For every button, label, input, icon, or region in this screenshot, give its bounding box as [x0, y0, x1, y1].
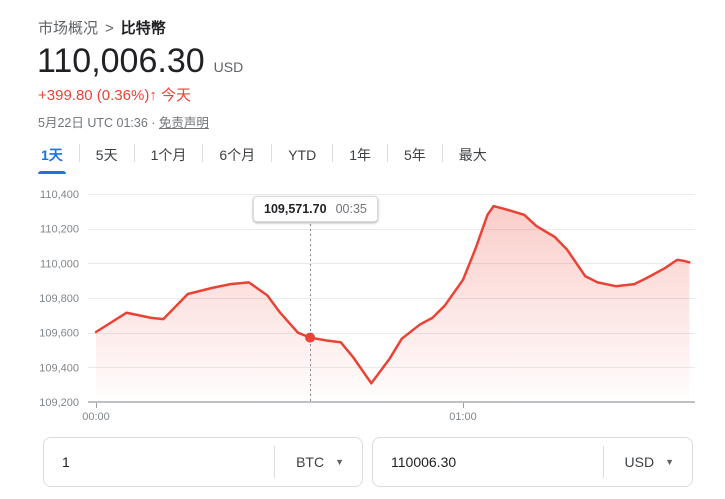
breadcrumb-current-bitcoin: 比特幣: [120, 20, 166, 37]
price-change-value: +399.80 (0.36%): [38, 87, 150, 104]
y-axis-label: 109,800: [39, 293, 79, 305]
converter-to-box: USD ▼: [372, 437, 693, 487]
converter-from-divider: [274, 446, 276, 478]
converter-to-currency-label: USD: [624, 454, 655, 470]
tab-5d[interactable]: 5天: [93, 142, 121, 174]
tab-divider: [133, 144, 135, 162]
price-area-fill: [96, 206, 690, 402]
converter-from-currency-dropdown[interactable]: BTC ▼: [275, 438, 362, 486]
tab-divider: [202, 144, 204, 162]
tab-ytd[interactable]: YTD: [285, 144, 319, 172]
quote-datetime-row: 5月22日 UTC 01:36 · 免责声明: [38, 112, 209, 131]
tab-divider: [441, 144, 443, 162]
price-currency-label: USD: [213, 59, 244, 75]
tab-divider: [332, 144, 334, 162]
price-change-row: +399.80 (0.36%)↑ 今天: [38, 84, 191, 105]
tooltip-time: 00:35: [335, 202, 367, 216]
time-range-tabs: 1天 5天 1个月 6个月 YTD 1年 5年 最大: [38, 142, 490, 174]
converter-to-currency-dropdown[interactable]: USD ▼: [604, 438, 692, 486]
converter-to-amount-input[interactable]: [373, 454, 603, 470]
converter-from-currency-label: BTC: [296, 454, 325, 470]
breadcrumb: 市场概况 > 比特幣: [38, 17, 166, 38]
breadcrumb-separator: >: [105, 20, 114, 37]
disclaimer-link[interactable]: 免责声明: [158, 116, 209, 130]
x-axis-label: 01:00: [449, 411, 477, 423]
converter-from-box: BTC ▼: [43, 437, 363, 487]
y-axis-label: 109,600: [39, 328, 79, 340]
tooltip-price: 109,571.70: [264, 202, 327, 216]
tab-max[interactable]: 最大: [456, 142, 490, 174]
y-axis-label: 110,200: [40, 224, 79, 236]
price-chart-area: 109,200 109,400 109,600 109,800 110,000 110,2…: [0, 182, 725, 427]
price-row: 110,006.30 USD: [37, 42, 243, 81]
tab-1d[interactable]: 1天: [38, 142, 66, 174]
y-axis-label: 109,200: [39, 397, 79, 409]
price-chart-svg[interactable]: 109,200 109,400 109,600 109,800 110,000 110,2…: [0, 182, 725, 427]
converter-to-divider: [602, 446, 604, 478]
chevron-down-icon: ▼: [665, 456, 674, 467]
arrow-up-icon: ↑: [149, 87, 157, 104]
tab-1m[interactable]: 1个月: [148, 142, 190, 174]
converter-from-amount-input[interactable]: [44, 454, 275, 470]
breadcrumb-market-overview-link[interactable]: 市场概况: [38, 20, 99, 37]
selected-point-marker: [305, 332, 316, 343]
price-change-period: 今天: [161, 87, 192, 104]
tab-divider: [386, 144, 388, 162]
y-axis-label: 109,400: [39, 362, 79, 374]
x-axis-label: 00:00: [82, 411, 110, 423]
tab-6m[interactable]: 6个月: [216, 142, 258, 174]
price-line: [94, 204, 691, 385]
tab-divider: [78, 144, 80, 162]
chart-tooltip: 109,571.70 00:35: [253, 196, 378, 222]
chevron-down-icon: ▼: [335, 456, 344, 467]
tab-1y[interactable]: 1年: [346, 142, 374, 174]
y-axis-label: 110,400: [40, 189, 79, 201]
current-price: 110,006.30: [37, 42, 205, 80]
tab-divider: [271, 144, 273, 162]
tab-5y[interactable]: 5年: [401, 142, 429, 174]
quote-datetime: 5月22日 UTC 01:36 ·: [38, 116, 156, 130]
y-axis-label: 110,000: [40, 258, 79, 270]
